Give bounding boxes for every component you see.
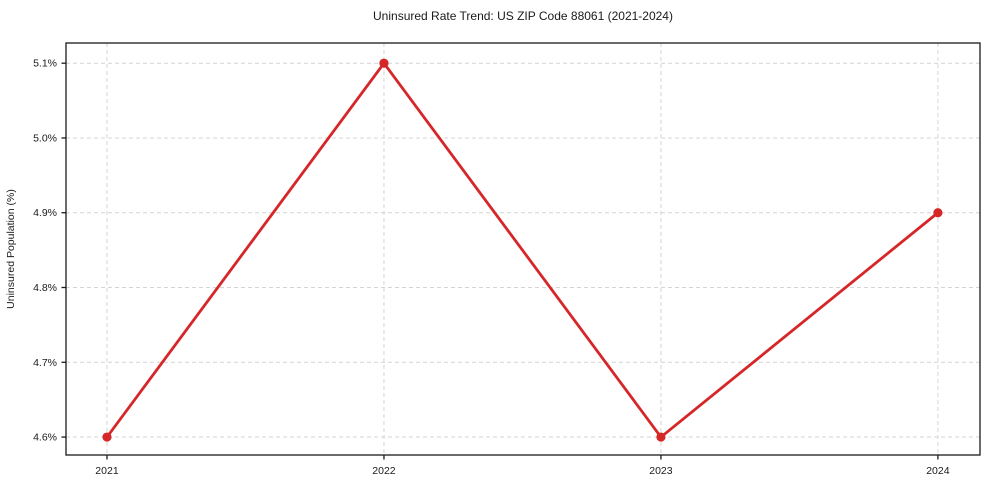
trend-line [105, 61, 940, 439]
y-tick-label: 5.1% [33, 58, 57, 70]
data-series [102, 58, 943, 442]
chart-title: Uninsured Rate Trend: US ZIP Code 88061 … [373, 9, 673, 23]
y-tick-label: 5.0% [33, 132, 57, 144]
data-point-marker [102, 432, 112, 442]
y-tick-label: 4.7% [33, 357, 57, 369]
data-point-marker [379, 58, 389, 68]
y-tick-label: 4.9% [33, 207, 57, 219]
axes: 2021 2022 2023 2024 4.6% 4.7% 4.8% 4.9% 5.0% 5.1% [33, 42, 981, 477]
y-tick-label: 4.8% [33, 282, 57, 294]
plot-border [65, 42, 981, 456]
x-tick-label: 2021 [95, 465, 119, 477]
x-tick-label: 2022 [372, 465, 396, 477]
y-axis-label: Uninsured Population (%) [5, 189, 17, 309]
data-point-marker [933, 208, 943, 218]
y-tick-label: 4.6% [33, 432, 57, 444]
gridlines [66, 43, 980, 455]
data-point-marker [656, 432, 666, 442]
x-tick-label: 2023 [649, 465, 673, 477]
x-tick-label: 2024 [926, 465, 950, 477]
